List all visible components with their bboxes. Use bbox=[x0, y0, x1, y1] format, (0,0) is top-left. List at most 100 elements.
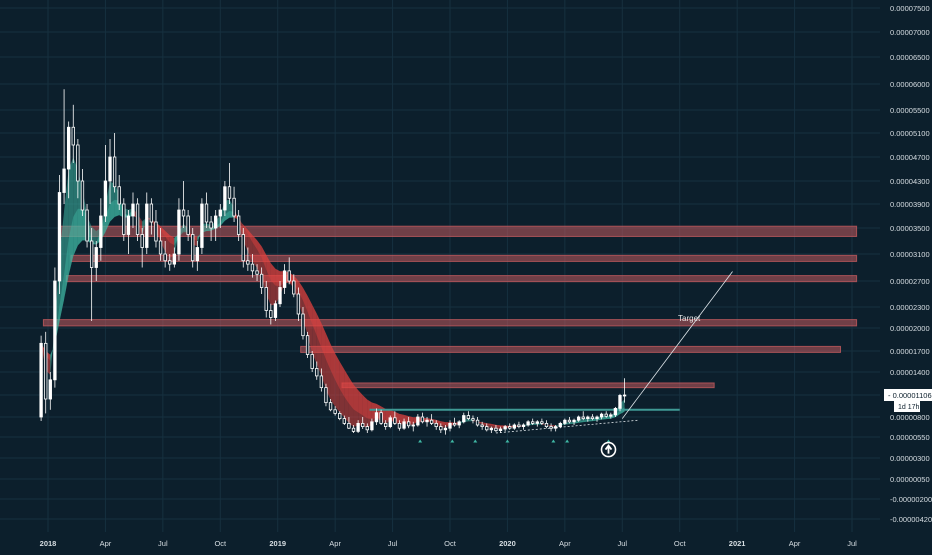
candle-body-bull bbox=[417, 417, 420, 425]
candle-body-bull bbox=[499, 429, 502, 431]
price-tick-label: 0.00004700 bbox=[890, 153, 930, 162]
candle-body-bear bbox=[288, 271, 291, 281]
price-tag-value: - 0.00001106 bbox=[888, 391, 932, 400]
candle-body-bear bbox=[242, 235, 245, 261]
candle-body-bear bbox=[265, 288, 268, 311]
candle-body-bear bbox=[90, 241, 93, 268]
candle-body-bear bbox=[136, 204, 139, 235]
candle-body-bear bbox=[159, 241, 162, 254]
time-tick-label: 2020 bbox=[499, 539, 516, 548]
candle-body-bear bbox=[113, 157, 116, 187]
candle-body-bear bbox=[485, 427, 488, 430]
candle-body-bear bbox=[329, 403, 332, 410]
candle-body-bear bbox=[495, 428, 498, 430]
candle-body-bull bbox=[95, 248, 98, 268]
time-tick-label: Jul bbox=[847, 539, 857, 548]
candle-body-bull bbox=[274, 304, 277, 318]
candle-body-bear bbox=[256, 271, 259, 274]
price-tick-label: -0.00000200 bbox=[890, 495, 932, 504]
candle-body-bear bbox=[582, 417, 585, 419]
candle-body-bear bbox=[72, 127, 75, 145]
candle-body-bull bbox=[58, 193, 61, 282]
candle-body-bear bbox=[605, 414, 608, 416]
candle-body-bull bbox=[146, 204, 149, 248]
resistance-zone-6 bbox=[342, 383, 714, 388]
candle-body-bull bbox=[504, 427, 507, 429]
candle bbox=[123, 198, 126, 241]
candle-body-bear bbox=[435, 423, 438, 426]
candle-body-bull bbox=[536, 422, 539, 424]
candle-body-bull bbox=[619, 395, 622, 408]
time-tick-label: Oct bbox=[214, 539, 227, 548]
candle bbox=[619, 394, 622, 411]
candle-body-bull bbox=[132, 204, 135, 216]
candle-body-bull bbox=[564, 420, 567, 423]
price-tick-label: 0.00000800 bbox=[890, 413, 930, 422]
candle-body-bull bbox=[426, 420, 429, 422]
candle-body-bear bbox=[251, 264, 254, 271]
ribbon-segment-outer bbox=[399, 414, 404, 423]
candle bbox=[389, 416, 392, 429]
price-tick-label: 0.00002700 bbox=[890, 277, 930, 286]
time-tick-label: 2021 bbox=[729, 539, 746, 548]
candle bbox=[58, 175, 61, 294]
countdown-label: 1d 17h bbox=[898, 404, 920, 411]
candle-body-bear bbox=[541, 422, 544, 424]
candle-body-bear bbox=[394, 418, 397, 424]
candle-body-bear bbox=[164, 254, 167, 261]
time-tick-label: Jul bbox=[388, 539, 398, 548]
candle-body-bear bbox=[481, 425, 484, 427]
candle-body-bull bbox=[596, 417, 599, 419]
time-tick-label: Apr bbox=[329, 539, 341, 548]
candle-body-bull bbox=[600, 414, 603, 417]
candle-body-bear bbox=[297, 294, 300, 314]
candle bbox=[86, 204, 89, 248]
price-tick-label: 0.00001400 bbox=[890, 368, 930, 377]
candle-body-bear bbox=[467, 416, 470, 419]
price-tick-label: 0.00003500 bbox=[890, 224, 930, 233]
candle-body-bear bbox=[453, 423, 456, 425]
candle-body-bear bbox=[86, 210, 89, 241]
candle bbox=[136, 198, 139, 241]
price-tick-label: 0.00006500 bbox=[890, 53, 930, 62]
candle-body-bear bbox=[380, 413, 383, 424]
candle-body-bull bbox=[577, 417, 580, 420]
candle-body-bear bbox=[352, 428, 355, 431]
candle-body-bull bbox=[104, 181, 107, 216]
candle-body-bull bbox=[403, 422, 406, 428]
candle-body-bull bbox=[527, 422, 530, 425]
candle-body-bear bbox=[472, 419, 475, 421]
candle-body-bull bbox=[610, 415, 613, 416]
candle-body-bear bbox=[311, 355, 314, 369]
time-tick-label: 2019 bbox=[269, 539, 286, 548]
candle-body-bull bbox=[522, 425, 525, 427]
price-tick-label: 0.00005100 bbox=[890, 129, 930, 138]
price-tick-label: 0.00000550 bbox=[890, 433, 930, 442]
candle-body-bull bbox=[109, 157, 112, 181]
candle-body-bear bbox=[141, 235, 144, 248]
candle-body-bear bbox=[348, 423, 351, 428]
candle-body-bear bbox=[384, 423, 387, 426]
candle-body-bear bbox=[550, 427, 553, 429]
price-tick-label: 0.00001700 bbox=[890, 347, 930, 356]
candle-body-bull bbox=[279, 288, 282, 304]
candle-body-bear bbox=[81, 181, 84, 210]
candle-body-bull bbox=[587, 417, 590, 419]
candle-body-bear bbox=[476, 420, 479, 425]
candle-body-bull bbox=[196, 248, 199, 261]
candle bbox=[201, 198, 204, 254]
candle-body-bear bbox=[293, 281, 296, 294]
candle-body-bear bbox=[247, 261, 250, 264]
ribbon-segment-outer bbox=[78, 209, 83, 246]
candle-body-bull bbox=[490, 428, 493, 430]
candle-body-bear bbox=[361, 423, 364, 426]
candle-body-bull bbox=[375, 413, 378, 422]
candle-body-bear bbox=[270, 311, 273, 318]
price-tick-label: 0.00002000 bbox=[890, 324, 930, 333]
candle-body-bull bbox=[357, 423, 360, 431]
candle-body-bear bbox=[508, 427, 511, 429]
candle-body-bear bbox=[155, 222, 158, 241]
candle-body-bear bbox=[591, 417, 594, 419]
candle-body-bull bbox=[49, 380, 52, 399]
